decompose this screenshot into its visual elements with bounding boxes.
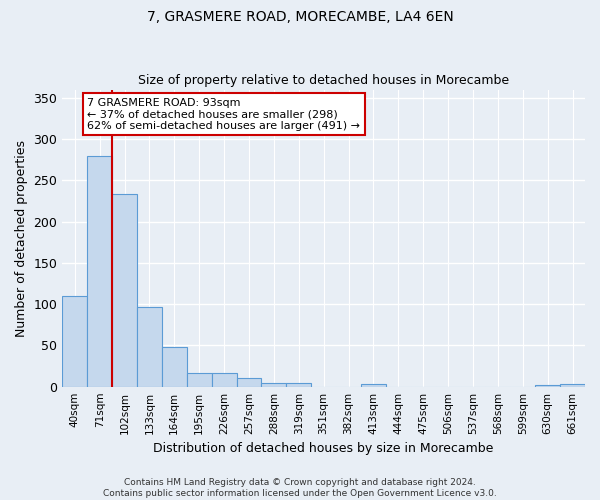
Bar [535,385,560,386]
Bar [236,378,262,386]
Bar [137,308,162,386]
Text: 7, GRASMERE ROAD, MORECAMBE, LA4 6EN: 7, GRASMERE ROAD, MORECAMBE, LA4 6EN [146,10,454,24]
Bar [212,372,236,386]
Text: Contains HM Land Registry data © Crown copyright and database right 2024.
Contai: Contains HM Land Registry data © Crown c… [103,478,497,498]
Bar [262,382,286,386]
Y-axis label: Number of detached properties: Number of detached properties [15,140,28,336]
Bar [560,384,585,386]
X-axis label: Distribution of detached houses by size in Morecambe: Distribution of detached houses by size … [154,442,494,455]
Title: Size of property relative to detached houses in Morecambe: Size of property relative to detached ho… [138,74,509,87]
Bar [286,384,311,386]
Text: 7 GRASMERE ROAD: 93sqm
← 37% of detached houses are smaller (298)
62% of semi-de: 7 GRASMERE ROAD: 93sqm ← 37% of detached… [87,98,360,131]
Bar [62,296,87,386]
Bar [361,384,386,386]
Bar [112,194,137,386]
Bar [187,374,212,386]
Bar [87,156,112,386]
Bar [162,347,187,387]
